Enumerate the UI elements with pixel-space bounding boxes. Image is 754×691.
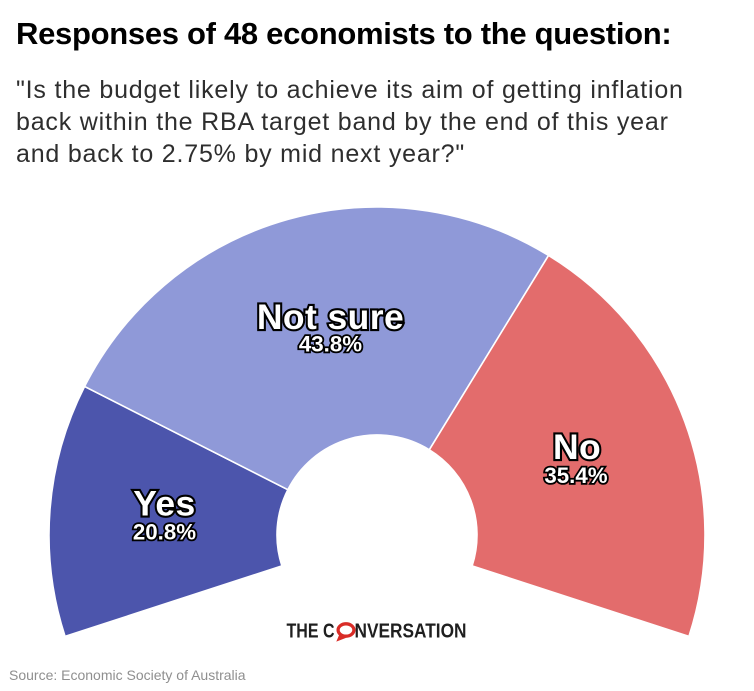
svg-text:20.8%: 20.8% — [133, 520, 196, 545]
svg-text:No: No — [553, 427, 601, 467]
svg-text:NVERSATION: NVERSATION — [355, 620, 467, 642]
svg-text:43.8%: 43.8% — [299, 332, 362, 357]
svg-text:35.4%: 35.4% — [544, 463, 607, 488]
svg-text:THE C: THE C — [287, 620, 335, 642]
svg-text:Yes: Yes — [133, 484, 195, 524]
svg-text:Not sure: Not sure — [257, 297, 404, 337]
